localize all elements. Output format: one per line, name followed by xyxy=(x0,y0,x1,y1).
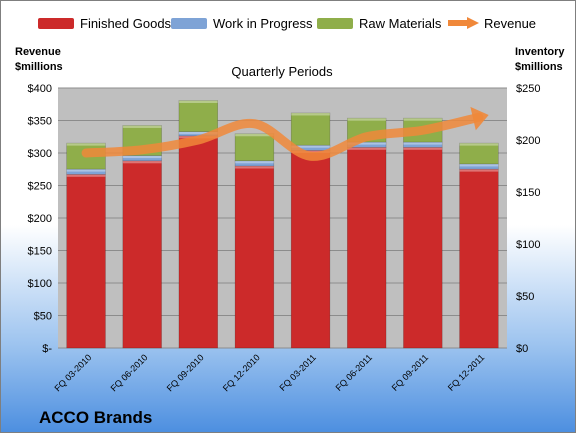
bar-finished-goods-highlight xyxy=(235,166,274,169)
left-tick-label: $200 xyxy=(28,213,52,225)
left-axis-ticks: $- $50 $100 $150 $200 $250 $300 $350 $400 xyxy=(28,83,53,355)
x-tick-label: FQ 03-2010 xyxy=(52,352,93,393)
legend: Finished Goods Work in Progress Raw Mate… xyxy=(38,16,536,31)
revenue-arrowhead xyxy=(470,106,489,131)
legend-swatch-finished-goods xyxy=(38,18,74,29)
left-tick-label: $400 xyxy=(28,83,52,95)
left-tick-label: $- xyxy=(42,343,52,355)
legend-swatch-work-in-progress xyxy=(171,18,207,29)
x-tick-label: FQ 09-2010 xyxy=(165,352,206,393)
bar-work-in-progress-highlight xyxy=(66,169,106,172)
bar-raw-materials xyxy=(290,112,331,146)
chart-title: Quarterly Periods xyxy=(231,64,333,79)
left-tick-label: $100 xyxy=(28,278,52,290)
bar-finished-goods xyxy=(178,135,218,349)
bar-raw-materials-highlight xyxy=(178,100,218,103)
bar-finished-goods-highlight xyxy=(459,169,499,172)
bar-finished-goods-highlight xyxy=(347,147,387,150)
left-axis-title-line1: Revenue xyxy=(15,46,61,58)
legend-swatch-raw-materials xyxy=(317,18,353,29)
bar-finished-goods xyxy=(234,165,275,349)
bar-work-in-progress-highlight xyxy=(347,142,387,145)
bar-finished-goods xyxy=(290,150,331,349)
bar-raw-materials-highlight xyxy=(291,112,330,116)
legend-label-raw-materials: Raw Materials xyxy=(359,16,442,31)
bar-work-in-progress-highlight xyxy=(235,160,274,164)
bar-raw-materials-highlight xyxy=(122,125,162,128)
left-axis-title-line2: $millions xyxy=(15,61,63,73)
right-axis-title-line1: Inventory xyxy=(515,46,565,58)
bar-raw-materials-highlight xyxy=(66,143,106,146)
left-tick-label: $250 xyxy=(28,181,52,193)
left-tick-label: $150 xyxy=(28,246,52,258)
bar-raw-materials-highlight xyxy=(459,143,499,146)
bar-raw-materials-highlight xyxy=(347,118,387,121)
right-tick-label: $200 xyxy=(516,135,540,147)
x-tick-label: FQ 06-2011 xyxy=(334,352,375,393)
bar-finished-goods-highlight xyxy=(66,174,106,177)
bar-work-in-progress-highlight xyxy=(291,145,330,148)
bar-finished-goods-highlight xyxy=(122,160,162,164)
bar-raw-materials xyxy=(459,142,499,165)
legend-label-revenue: Revenue xyxy=(484,16,536,31)
x-tick-label: FQ 12-2011 xyxy=(446,352,487,393)
bar-finished-goods-highlight xyxy=(403,147,443,150)
legend-label-work-in-progress: Work in Progress xyxy=(213,16,313,31)
bar-raw-materials-highlight xyxy=(235,133,274,137)
bar-finished-goods xyxy=(347,146,387,349)
right-tick-label: $100 xyxy=(516,239,540,251)
bar-work-in-progress-highlight xyxy=(459,163,499,167)
bars xyxy=(66,100,499,349)
x-tick-label: FQ 09-2011 xyxy=(390,352,431,393)
bar-raw-materials-highlight xyxy=(403,118,443,121)
right-tick-label: $50 xyxy=(516,291,534,303)
right-axis-title-line2: $millions xyxy=(515,61,563,73)
bar-raw-materials xyxy=(234,133,275,162)
left-tick-label: $50 xyxy=(34,311,52,323)
left-tick-label: $350 xyxy=(28,116,52,128)
bar-work-in-progress-highlight xyxy=(403,142,443,145)
bar-finished-goods xyxy=(122,160,162,349)
right-tick-label: $150 xyxy=(516,187,540,199)
bar-finished-goods xyxy=(66,174,106,349)
x-tick-label: FQ 06-2010 xyxy=(109,352,150,393)
right-axis-ticks: $0 $50 $100 $150 $200 $250 xyxy=(516,83,540,355)
x-axis-ticks: FQ 03-2010 FQ 06-2010 FQ 09-2010 FQ 12-2010… xyxy=(52,352,486,393)
x-tick-label: FQ 03-2011 xyxy=(277,352,318,393)
right-tick-label: $250 xyxy=(516,83,540,95)
legend-arrow-revenue xyxy=(467,17,479,29)
revenue-line xyxy=(81,106,489,161)
bar-finished-goods xyxy=(459,168,499,349)
legend-label-finished-goods: Finished Goods xyxy=(80,16,172,31)
bar-finished-goods-highlight xyxy=(291,150,330,153)
bar-work-in-progress xyxy=(234,160,275,167)
bar-finished-goods xyxy=(403,146,443,349)
right-tick-label: $0 xyxy=(516,343,528,355)
bar-work-in-progress-highlight xyxy=(178,131,218,135)
bar-work-in-progress-highlight xyxy=(122,155,162,159)
company-label: ACCO Brands xyxy=(39,408,152,427)
left-tick-label: $300 xyxy=(28,148,52,160)
bar-raw-materials xyxy=(178,100,218,132)
x-tick-label: FQ 12-2010 xyxy=(221,352,262,393)
revenue-line-path xyxy=(81,112,484,161)
